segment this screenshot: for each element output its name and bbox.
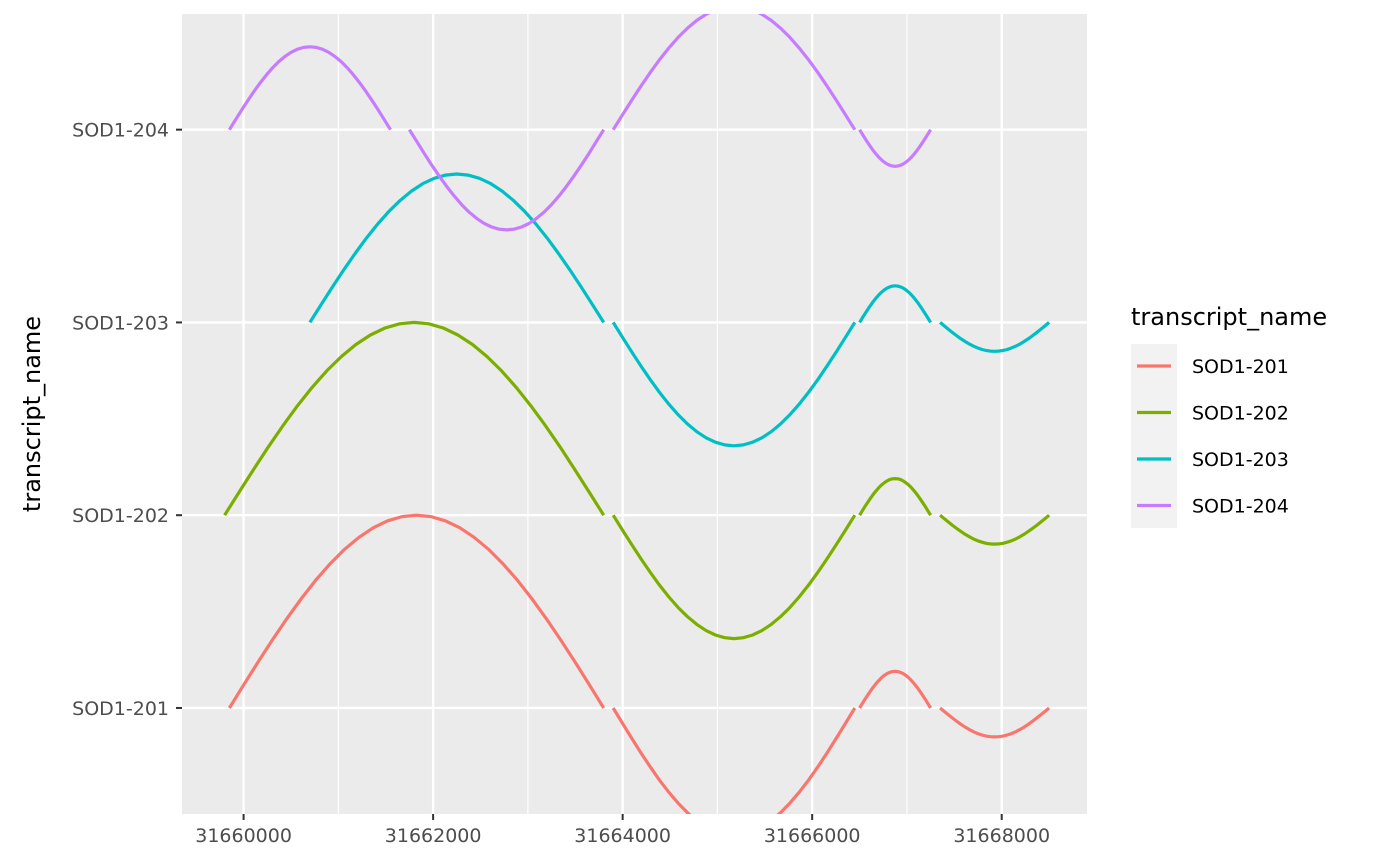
series-SOD1-202 <box>223 320 1051 641</box>
series-arc <box>228 513 606 709</box>
legend-item: SOD1-201 <box>1137 356 1289 378</box>
x-axis: 31660000 31662000 31664000 31666000 31668000 <box>195 814 1050 847</box>
series-arc <box>408 128 606 232</box>
series-arc <box>939 321 1051 353</box>
series-arc <box>858 669 932 709</box>
legend-label: SOD1-204 <box>1192 496 1289 518</box>
legend-key-background <box>1131 344 1177 528</box>
series-arc <box>611 514 857 641</box>
plot-panel <box>182 14 1087 814</box>
legend-item: SOD1-203 <box>1137 449 1289 471</box>
x-tick-label: 31666000 <box>764 825 861 847</box>
series-arc <box>858 128 932 168</box>
x-tick-label: 31660000 <box>195 825 292 847</box>
series-arc <box>308 172 606 324</box>
series-arc <box>858 284 932 324</box>
y-tick-label: SOD1-201 <box>72 698 169 720</box>
series-arc <box>611 14 857 131</box>
y-axis-title: transcript_name <box>18 316 46 512</box>
legend-label: SOD1-201 <box>1192 356 1289 378</box>
series-SOD1-201 <box>228 513 1051 814</box>
y-axis: SOD1-201 SOD1-202 SOD1-203 SOD1-204 <box>72 120 182 720</box>
y-tick-label: SOD1-203 <box>72 312 169 334</box>
series-arc <box>223 320 606 517</box>
legend-title: transcript_name <box>1131 303 1327 331</box>
x-tick-label: 31668000 <box>953 825 1050 847</box>
legend: transcript_name SOD1-201 SOD1-202 SOD1-203… <box>1131 303 1327 528</box>
series-layer <box>223 14 1051 814</box>
series-arc <box>939 706 1051 739</box>
minor-grid <box>337 14 908 814</box>
series-arc <box>611 321 857 448</box>
major-grid <box>182 14 1087 814</box>
legend-label: SOD1-203 <box>1192 449 1289 471</box>
legend-item: SOD1-202 <box>1137 403 1289 425</box>
y-tick-label: SOD1-204 <box>72 120 169 142</box>
series-arc <box>939 513 1051 546</box>
legend-label: SOD1-202 <box>1192 403 1289 425</box>
series-arc <box>611 707 857 814</box>
y-tick-label: SOD1-202 <box>72 505 169 527</box>
legend-item: SOD1-204 <box>1137 496 1289 518</box>
series-SOD1-204 <box>228 14 932 232</box>
series-arc <box>228 45 392 131</box>
x-tick-label: 31662000 <box>385 825 482 847</box>
series-SOD1-203 <box>308 172 1051 448</box>
series-arc <box>858 477 932 517</box>
x-tick-label: 31664000 <box>574 825 671 847</box>
